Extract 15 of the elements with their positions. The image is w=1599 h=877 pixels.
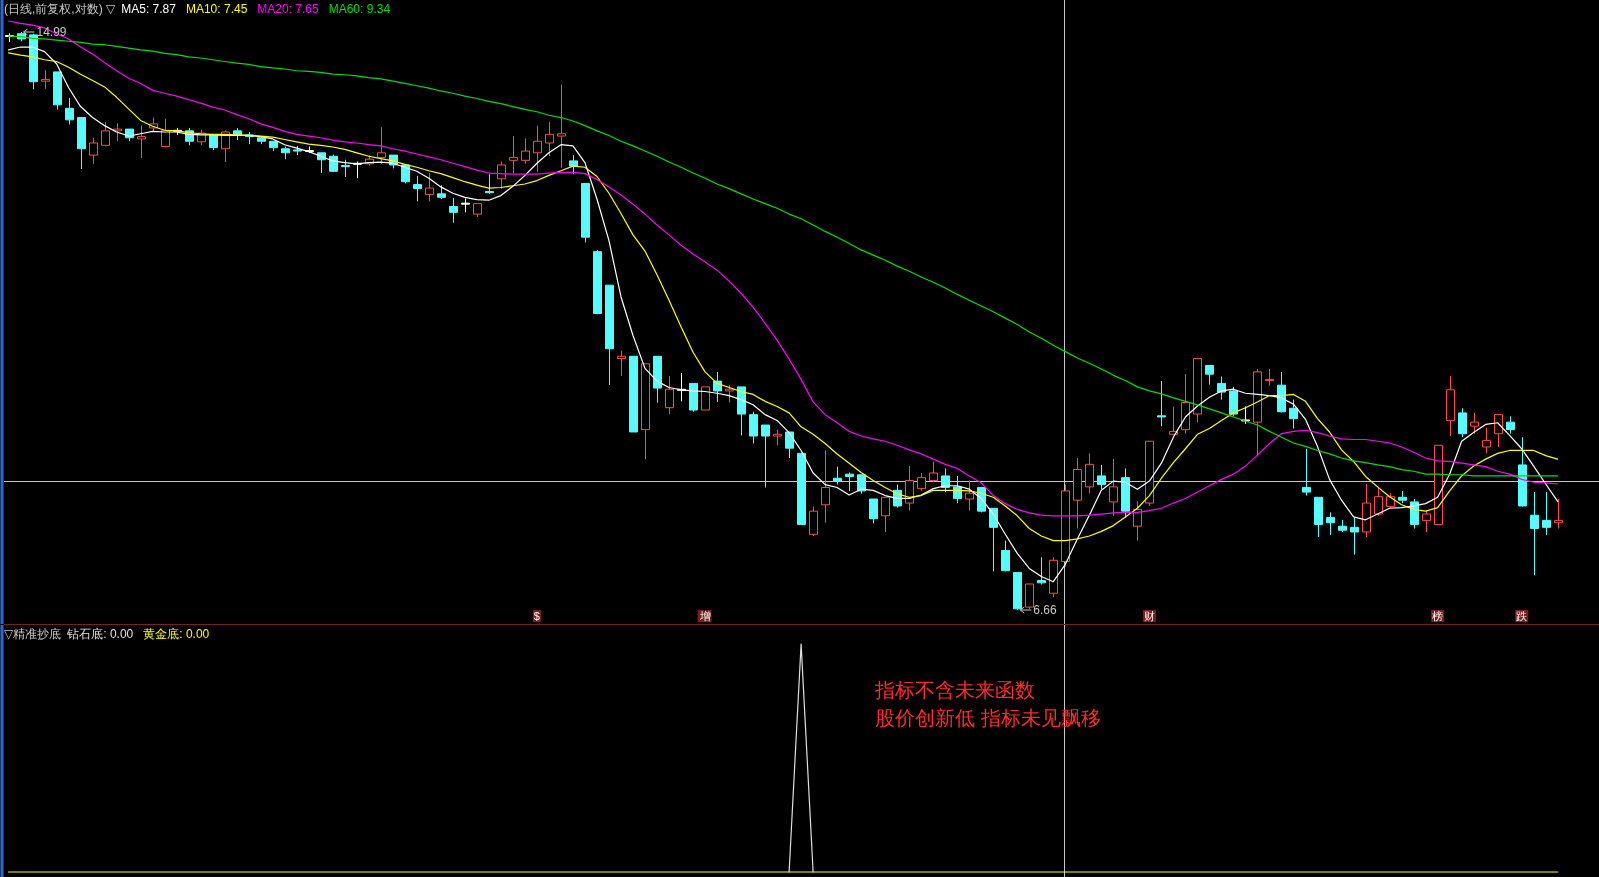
x-tick-label: 财 <box>1143 610 1155 622</box>
text: 黄金底: 0.00 <box>143 627 210 641</box>
text: MA20: 7.65 <box>257 2 320 16</box>
text: MA10: 7.45 <box>185 2 248 16</box>
x-tick-label: $ <box>533 610 540 622</box>
text: 钻石底: 0.00 <box>66 627 134 641</box>
chart-title: ▽精准抄底 <box>4 627 62 641</box>
x-tick-label: 增 <box>698 610 711 622</box>
text: MA5: 7.87 <box>121 2 177 16</box>
x-tick-label: 榜 <box>1432 610 1444 622</box>
x-tick-label: 跌 <box>1516 610 1528 622</box>
annotation: 指标不含未来函数 <box>874 679 1035 701</box>
text: MA60: 9.34 <box>328 2 391 16</box>
annotation: 6.66 <box>1033 603 1057 617</box>
chart-title: (日线,前复权,对数) ▽ <box>4 2 116 16</box>
